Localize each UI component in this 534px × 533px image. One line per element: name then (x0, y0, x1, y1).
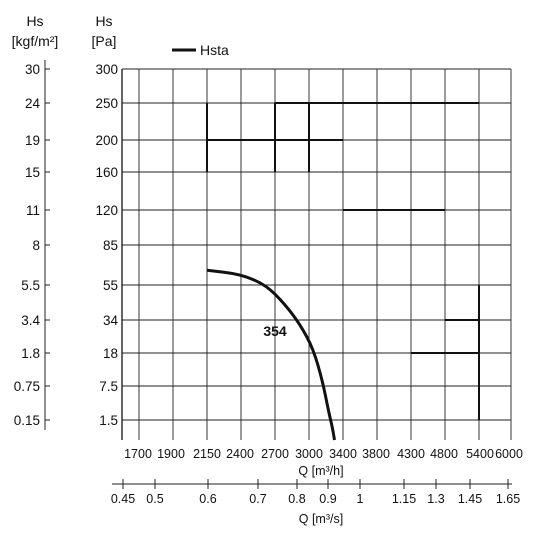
x-primary-title: Q [m³/h] (298, 464, 343, 478)
y-inner-title-line1: Hs (95, 13, 112, 29)
y-outer-tick-label: 15 (25, 165, 40, 180)
x-secondary-tick-label: 1.3 (427, 492, 444, 506)
x-primary-tick-label: 4300 (397, 447, 425, 461)
shaded-marks (206, 102, 480, 420)
x-primary-tick-label: 3000 (295, 447, 323, 461)
y-inner-tick-label: 85 (103, 238, 118, 253)
y-outer-tick-label: 19 (25, 133, 40, 148)
x-primary-tick-label: 3400 (329, 447, 357, 461)
legend-label: Hsta (200, 42, 229, 58)
x-primary-tick-label: 2700 (261, 447, 289, 461)
y-outer-tick-label: 11 (26, 203, 40, 218)
curve-354-label: 354 (263, 323, 287, 339)
x-primary-tick-label: 2400 (226, 447, 254, 461)
x-primary-tick-label: 1900 (157, 447, 185, 461)
x-secondary-tick-label: 0.8 (288, 492, 305, 506)
y-inner-tick-label: 160 (95, 165, 118, 180)
x-primary-tick-label: 5400 (466, 447, 494, 461)
y-inner-tick-label: 34 (103, 313, 119, 328)
x-secondary-tick-label: 1 (357, 492, 364, 506)
y-inner-title-line2: [Pa] (92, 33, 117, 49)
y-ticks: 30 300 24 250 19 200 15 160 11 120 8 85 5.5 55 3.4 34 1.… (14, 60, 119, 430)
y-inner-tick-label: 18 (103, 346, 118, 361)
y-outer-title-line2: [kgf/m²] (12, 33, 59, 49)
y-outer-tick-label: 30 (25, 62, 40, 77)
x-secondary-tick-label: 0.9 (319, 492, 336, 506)
x-secondary-tick-label: 0.45 (111, 492, 135, 506)
x-primary-tick-label: 2150 (193, 447, 221, 461)
y-outer-tick-label: 24 (25, 96, 41, 111)
y-outer-tick-label: 0.15 (14, 413, 40, 428)
curve-354 (206, 268, 336, 441)
grid (121, 68, 512, 440)
series: 354 (206, 268, 336, 441)
y-outer-tick-label: 1.8 (21, 346, 40, 361)
x-secondary-tick-label: 0.5 (146, 492, 163, 506)
x-primary-tick-label: 6000 (495, 447, 523, 461)
y-outer-tick-label: 3.4 (21, 313, 40, 328)
y-inner-tick-label: 200 (95, 133, 118, 148)
x-primary-tick-label: 1700 (124, 447, 152, 461)
x-ticks: 1700 1900 2150 2400 2700 3000 3400 3800 4300 4800… (111, 447, 523, 506)
y-outer-tick-label: 5.5 (21, 278, 40, 293)
x-secondary-title: Q [m³/s] (299, 512, 343, 526)
y-inner-tick-label: 1.5 (99, 413, 118, 428)
x-secondary-tick-label: 0.6 (199, 492, 216, 506)
x-primary-tick-label: 4800 (430, 447, 458, 461)
y-inner-tick-label: 250 (95, 96, 118, 111)
x-secondary-tick-label: 1.65 (496, 492, 520, 506)
y-outer-tick-label: 8 (32, 238, 40, 253)
y-outer-title-line1: Hs (26, 13, 43, 29)
x-secondary-tick-label: 0.7 (249, 492, 266, 506)
x-primary-tick-label: 3800 (362, 447, 390, 461)
y-inner-tick-label: 7.5 (99, 379, 118, 394)
x-secondary-tick-label: 1.45 (458, 492, 482, 506)
y-inner-tick-label: 120 (95, 203, 118, 218)
x-secondary-tick-label: 1.15 (392, 492, 416, 506)
y-inner-tick-label: 300 (95, 62, 118, 77)
y-outer-tick-label: 0.75 (14, 379, 40, 394)
y-inner-tick-label: 55 (103, 278, 118, 293)
